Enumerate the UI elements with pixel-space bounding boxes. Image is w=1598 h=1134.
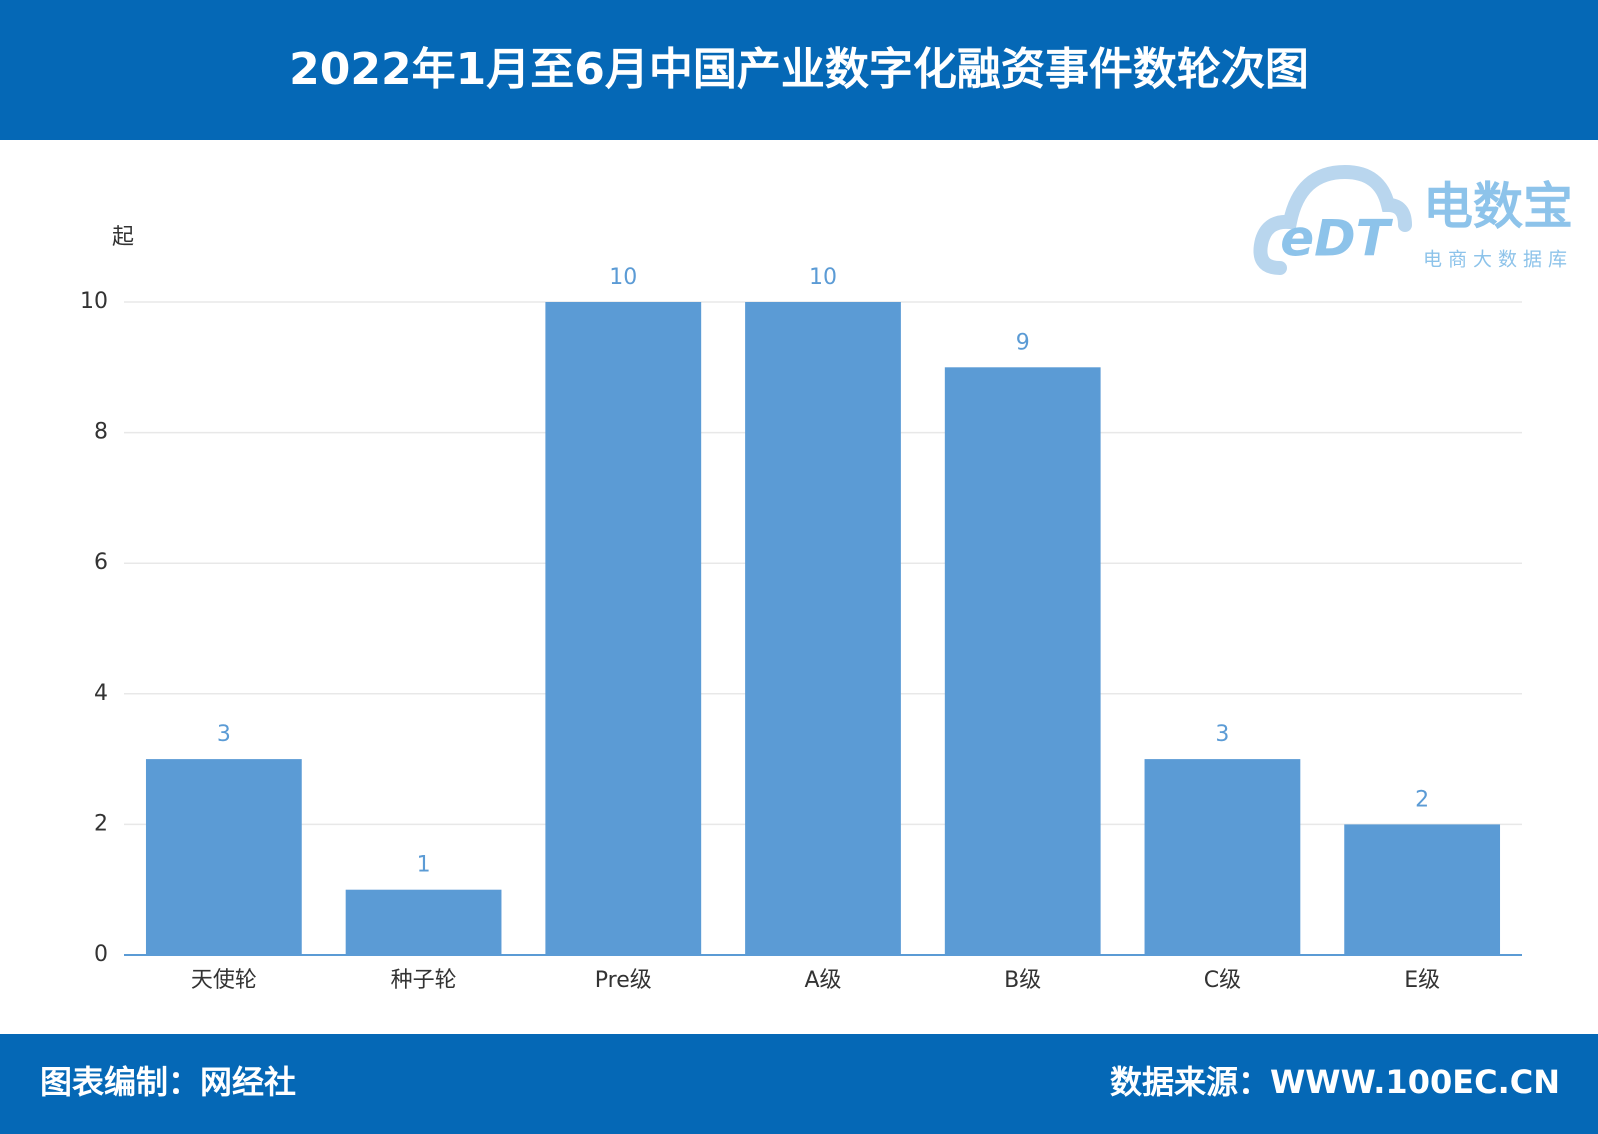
header-band <box>0 0 1598 140</box>
logo-cloud <box>1253 164 1412 275</box>
footer-source: 数据来源：WWW.100EC.CN <box>1110 1063 1560 1101</box>
value-label: 1 <box>417 853 431 878</box>
y-tick-label: 8 <box>94 420 108 445</box>
value-label: 3 <box>217 722 231 747</box>
value-label: 9 <box>1016 330 1030 355</box>
x-tick-label: C级 <box>1204 968 1241 993</box>
value-label: 10 <box>809 265 837 290</box>
footer-credit: 图表编制：网经社 <box>40 1063 296 1101</box>
bar <box>345 889 502 955</box>
footer-band <box>0 1034 1598 1134</box>
y-tick-label: 6 <box>94 550 108 575</box>
logo: eDT 电数宝 电商大数据库 <box>1253 164 1573 275</box>
y-tick-label: 2 <box>94 811 108 836</box>
y-axis-unit: 起 <box>112 225 134 250</box>
chart-title: 2022年1月至6月中国产业数字化融资事件数轮次图 <box>289 44 1309 95</box>
bar <box>145 759 302 955</box>
bar <box>545 302 702 955</box>
bar <box>1144 759 1301 955</box>
x-tick-label: A级 <box>804 968 841 993</box>
x-tick-label: B级 <box>1004 968 1041 993</box>
value-label: 3 <box>1215 722 1229 747</box>
value-label: 2 <box>1415 787 1429 812</box>
logo-mark: eDT <box>1280 210 1393 268</box>
y-tick-label: 10 <box>80 289 108 314</box>
bar <box>944 367 1101 955</box>
x-tick-label: Pre级 <box>595 968 652 993</box>
logo-name: 电数宝 <box>1423 178 1573 236</box>
y-tick-label: 4 <box>94 681 108 706</box>
x-tick-label: 种子轮 <box>391 968 457 993</box>
bar <box>745 302 901 955</box>
y-tick-label: 0 <box>94 942 108 967</box>
value-label: 10 <box>609 265 637 290</box>
logo-tagline: 电商大数据库 <box>1423 249 1573 271</box>
x-tick-label: E级 <box>1404 968 1440 993</box>
bar <box>1344 824 1501 955</box>
x-tick-label: 天使轮 <box>191 968 257 993</box>
